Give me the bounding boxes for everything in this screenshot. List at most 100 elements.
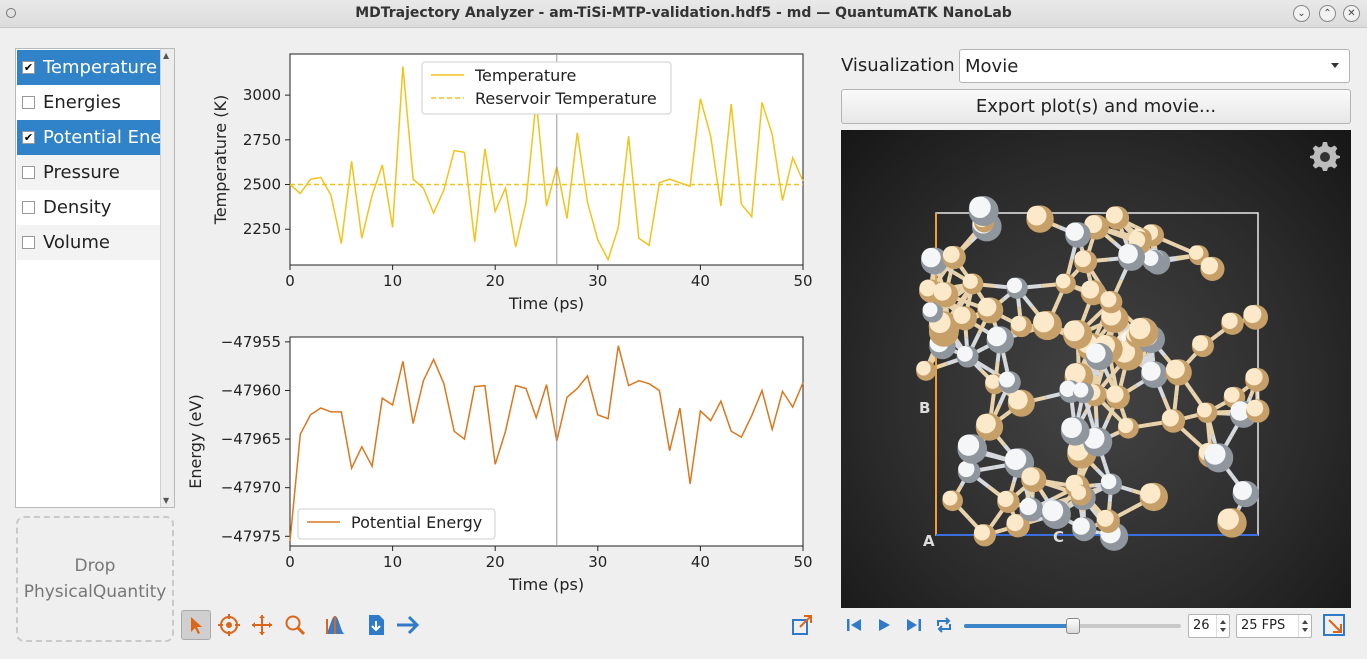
quantity-label: Density: [43, 197, 112, 218]
pointer-icon[interactable]: [181, 610, 211, 640]
atom: [1008, 390, 1028, 410]
atom: [1197, 402, 1212, 418]
atom: [1129, 318, 1151, 340]
export-plots-button[interactable]: Export plot(s) and movie...: [841, 89, 1351, 124]
checkbox-icon[interactable]: [22, 236, 35, 249]
title-bar: MDTrajectory Analyzer - am-TiSi-MTP-vali…: [0, 0, 1367, 28]
loop-icon[interactable]: [932, 613, 956, 637]
atom: [1221, 312, 1238, 329]
fps-spinbox[interactable]: 25 FPS: [1236, 614, 1312, 638]
window-title: MDTrajectory Analyzer - am-TiSi-MTP-vali…: [355, 5, 1012, 21]
quantity-item-energies[interactable]: Energies: [17, 85, 160, 120]
atom: [957, 345, 973, 362]
atom: [1042, 500, 1064, 522]
popout-icon[interactable]: [787, 610, 817, 640]
pan-icon[interactable]: [247, 610, 277, 640]
frame-slider-fill: [964, 624, 1073, 628]
atom: [1243, 305, 1262, 324]
arrow-icon[interactable]: [393, 610, 423, 640]
scroll-up-icon[interactable]: ▲: [163, 51, 170, 60]
atom: [922, 302, 938, 318]
quantity-item-density[interactable]: Density: [17, 190, 160, 225]
y-tick-label: −47960: [221, 381, 281, 399]
spin-down-icon[interactable]: [1220, 628, 1226, 632]
spin-up-icon[interactable]: [1302, 620, 1308, 624]
legend-label: Reservoir Temperature: [475, 89, 657, 108]
quantity-list[interactable]: ✔ Temperature Energies ✔ Potential Energ…: [15, 48, 175, 508]
spin-up-icon[interactable]: [1220, 620, 1226, 624]
atom: [1059, 380, 1076, 397]
x-tick-label: 20: [486, 272, 505, 290]
quantity-item-pressure[interactable]: Pressure: [17, 155, 160, 190]
atom: [973, 524, 991, 541]
y-tick-label: −47955: [221, 333, 281, 351]
plot-canvas[interactable]: 0 10 20 30 40 50 2250 2500 2750 3000 Time (ps) Temp…: [185, 40, 825, 610]
close-icon[interactable]: ✕: [1343, 5, 1360, 22]
spin-down-icon[interactable]: [1302, 628, 1308, 632]
window-menu-icon[interactable]: [6, 8, 16, 18]
chart-0: 0 10 20 30 40 50 2250 2500 2750 3000 Time (ps) Temp…: [211, 53, 813, 313]
atom: [1105, 206, 1123, 224]
atom: [1232, 481, 1252, 501]
atom: [1072, 517, 1090, 535]
frame-slider-handle[interactable]: [1065, 618, 1080, 634]
scroll-down-icon[interactable]: ▼: [163, 496, 170, 505]
atom: [1246, 399, 1264, 417]
molecule-viewport[interactable]: A B C: [841, 130, 1351, 608]
atom: [998, 371, 1015, 388]
minimize-icon[interactable]: ⌄: [1293, 5, 1310, 22]
y-axis-label: Temperature (K): [211, 95, 230, 225]
save-icon[interactable]: [361, 610, 391, 640]
atom: [942, 246, 960, 263]
x-tick-label: 40: [691, 553, 710, 571]
quantity-item-potential-energy[interactable]: ✔ Potential Energy: [17, 120, 160, 155]
quantity-item-temperature[interactable]: ✔ Temperature: [17, 50, 160, 85]
list-scrollbar[interactable]: ▲ ▼: [160, 49, 174, 507]
x-tick-label: 0: [285, 553, 295, 571]
atom: [1223, 387, 1240, 403]
atom: [1200, 257, 1219, 275]
zoom-icon[interactable]: [280, 610, 310, 640]
fit-icon[interactable]: [320, 610, 350, 640]
chevron-down-icon: [1331, 63, 1339, 68]
checkbox-icon[interactable]: [22, 96, 35, 109]
atom: [957, 434, 980, 456]
gear-icon[interactable]: [1309, 140, 1341, 172]
skip-back-icon[interactable]: [842, 613, 866, 637]
atom: [1086, 343, 1106, 363]
checkbox-checked-icon[interactable]: ✔: [22, 61, 35, 74]
axis-c-label: C: [1053, 528, 1064, 546]
atom: [953, 306, 971, 324]
skip-forward-icon[interactable]: [902, 613, 926, 637]
fps-value: 25 FPS: [1241, 618, 1286, 633]
y-tick-label: 2750: [243, 131, 281, 149]
checkbox-checked-icon[interactable]: ✔: [22, 131, 35, 144]
play-icon[interactable]: [872, 613, 896, 637]
atom: [1100, 291, 1117, 308]
x-tick-label: 20: [486, 553, 505, 571]
quantity-item-volume[interactable]: Volume: [17, 225, 160, 260]
drop-physical-quantity-zone[interactable]: Drop PhysicalQuantity: [16, 516, 174, 642]
atom: [1033, 311, 1055, 333]
maximize-icon[interactable]: ⌃: [1319, 5, 1336, 22]
atom: [958, 460, 975, 478]
chart-1: 0 10 20 30 40 50 −47955 −47960 −47965 −47970 −4797…: [186, 333, 813, 594]
x-tick-label: 50: [793, 553, 812, 571]
target-icon[interactable]: [214, 610, 244, 640]
atom: [1165, 359, 1185, 379]
frame-spinbox[interactable]: 26: [1188, 614, 1230, 638]
axis-a-label: A: [923, 532, 935, 550]
checkbox-icon[interactable]: [22, 201, 35, 214]
atom: [1204, 443, 1226, 465]
atom: [1161, 409, 1179, 427]
visualization-mode-select[interactable]: Movie: [959, 49, 1350, 83]
expand-icon[interactable]: [1321, 613, 1347, 637]
atom: [1096, 509, 1114, 527]
checkbox-icon[interactable]: [22, 166, 35, 179]
atom: [1106, 385, 1124, 403]
atom: [976, 413, 996, 434]
atom: [1065, 222, 1084, 241]
atom: [1061, 417, 1082, 439]
atom: [1100, 473, 1117, 490]
atom: [1118, 417, 1134, 434]
